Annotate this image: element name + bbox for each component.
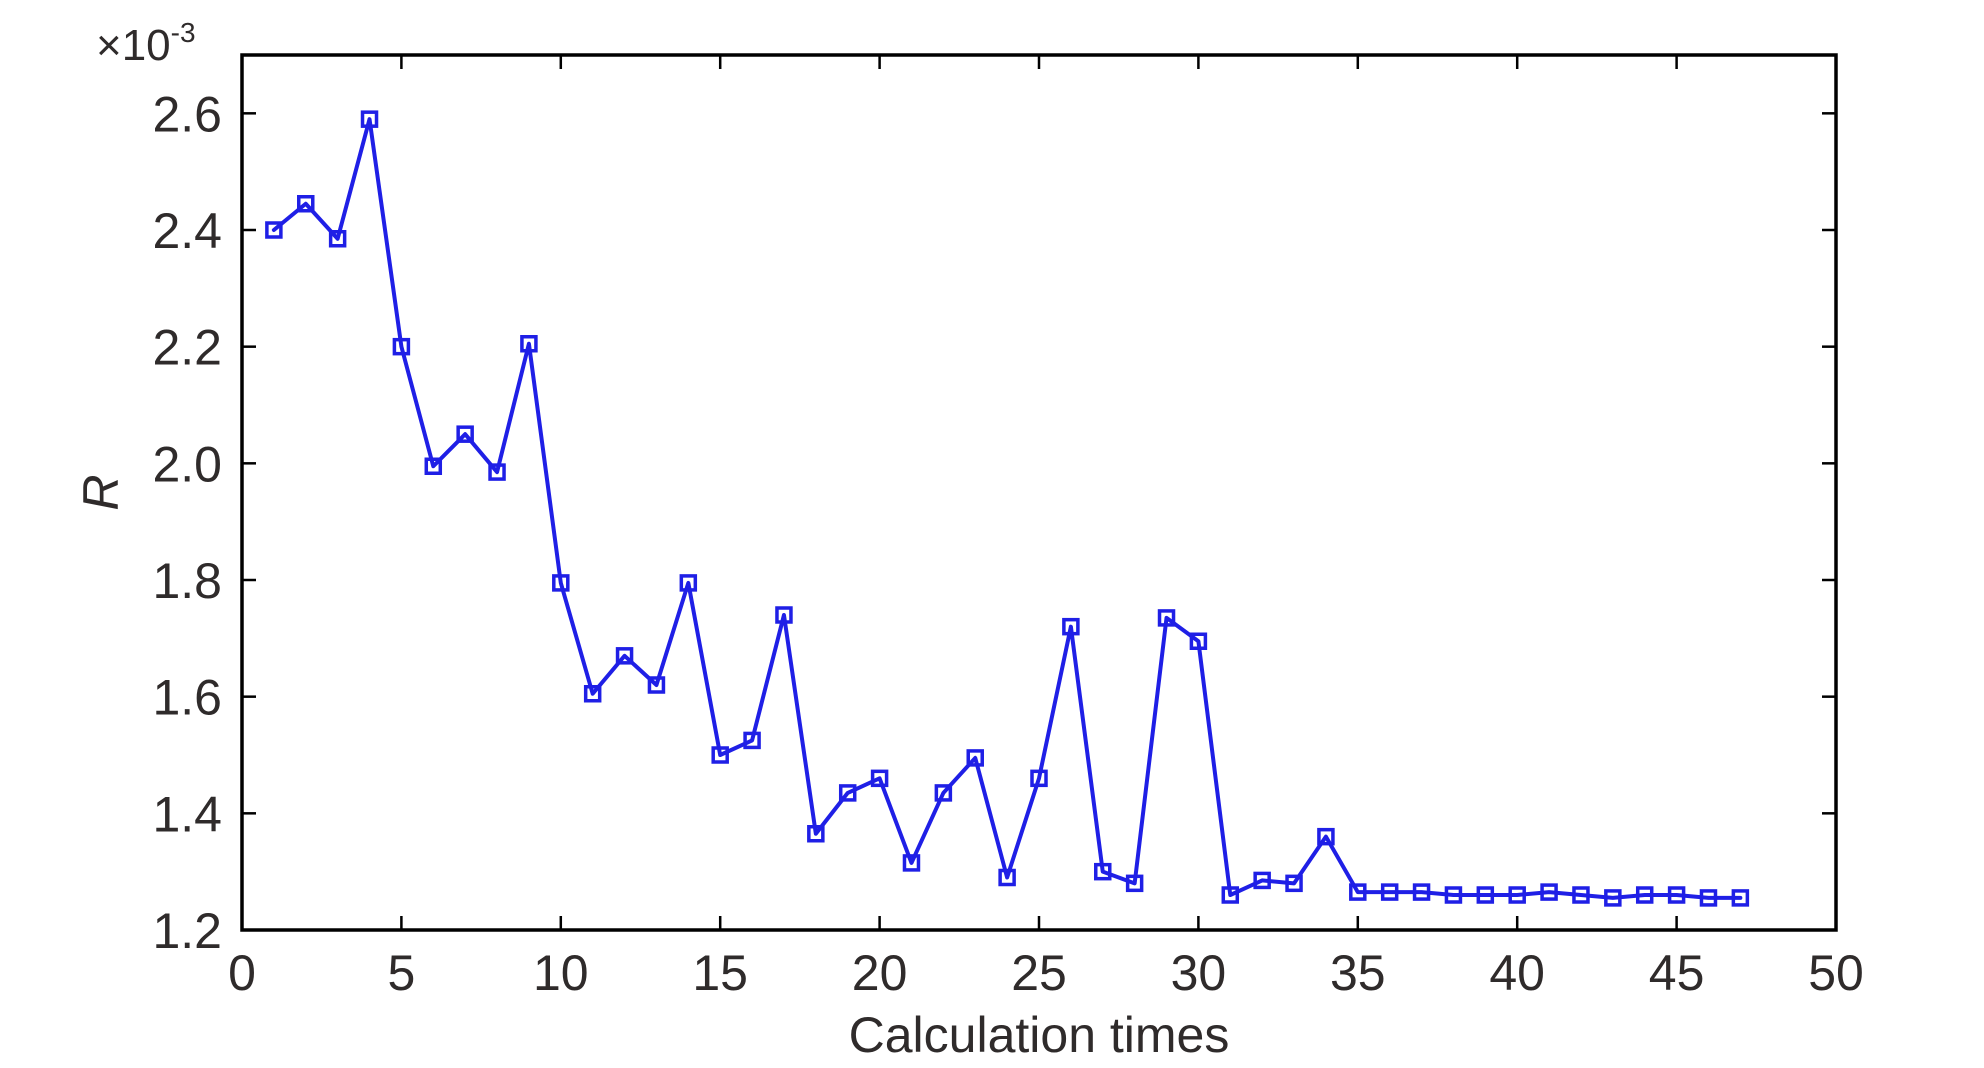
series-point (1380, 883, 1399, 901)
series-point (1444, 886, 1463, 904)
series-point (265, 221, 283, 239)
series-point (1253, 871, 1271, 890)
series-point (1635, 886, 1654, 904)
series-point (775, 606, 793, 624)
y-axis-multiplier: ×10-3 (96, 17, 196, 70)
series-point (1699, 889, 1718, 907)
x-tick-label: 5 (387, 945, 415, 1001)
series-point (392, 337, 411, 356)
series-point (1125, 874, 1144, 893)
axes-layer: 0 5 10 15 20 25 30 35 40 45 50 1.2 1.4 1.6 1.8 2.0 2.2 2.… (152, 53, 1864, 1001)
series-point (1412, 883, 1431, 901)
series-point (1604, 889, 1622, 907)
series-point (1189, 632, 1208, 650)
series-point (807, 825, 825, 843)
series-point (1062, 617, 1080, 636)
series-point (1508, 886, 1526, 904)
series-point (838, 784, 857, 802)
series-point (488, 463, 506, 481)
y-tick-label: 2.4 (152, 203, 222, 259)
plot-frame (240, 53, 1838, 932)
series-point (615, 647, 634, 665)
series-point (934, 784, 953, 802)
y-axis-multiplier-exponent: -3 (171, 17, 196, 48)
series-point (424, 457, 443, 475)
series-point (1476, 886, 1495, 904)
series-point (647, 676, 666, 694)
x-tick-label: 35 (1330, 945, 1386, 1001)
series-point (1094, 862, 1112, 881)
series-point (520, 335, 538, 353)
series-line (271, 117, 1743, 900)
series-point (743, 731, 761, 750)
x-tick-label: 0 (228, 945, 256, 1001)
series-point (1317, 827, 1335, 846)
series-point (711, 746, 729, 764)
series-point (1349, 883, 1367, 901)
series-point (1030, 769, 1048, 788)
x-tick-label: 45 (1649, 945, 1705, 1001)
series-point (583, 685, 602, 703)
series-point (297, 195, 315, 213)
y-tick-label: 1.6 (152, 670, 222, 726)
x-tick-label: 20 (852, 945, 908, 1001)
series-point (1540, 883, 1558, 901)
x-tick-label: 10 (533, 945, 589, 1001)
y-axis-title: R (73, 474, 129, 510)
series-point (902, 854, 921, 872)
series-point (966, 749, 984, 767)
x-tick-label: 25 (1011, 945, 1067, 1001)
x-tick-label: 50 (1808, 945, 1864, 1001)
series-point (1221, 886, 1240, 904)
series-point (1731, 889, 1750, 907)
y-tick-label: 1.2 (152, 903, 222, 959)
x-tick-label: 30 (1171, 945, 1227, 1001)
series-layer (265, 110, 1750, 907)
series-point (1285, 874, 1303, 893)
y-tick-label: 2.2 (152, 320, 222, 376)
series-point (679, 574, 698, 592)
y-tick-label: 1.4 (152, 786, 222, 842)
series-point (1667, 886, 1686, 904)
x-tick-label: 40 (1489, 945, 1545, 1001)
series-point (552, 574, 570, 592)
labels-layer: Calculation times R ×10-3 (73, 17, 1229, 1063)
series-point (360, 110, 379, 128)
x-axis-title: Calculation times (849, 1007, 1230, 1063)
y-tick-label: 2.0 (152, 436, 222, 492)
x-tick-label: 15 (692, 945, 748, 1001)
series-point (328, 230, 347, 248)
series-point (1157, 609, 1176, 627)
y-tick-label: 2.6 (152, 86, 222, 142)
series-point (998, 868, 1016, 887)
series-point (456, 425, 474, 443)
series-point (870, 769, 889, 788)
y-tick-label: 1.8 (152, 553, 222, 609)
series-point (1572, 886, 1590, 904)
y-axis-multiplier-base: ×10 (96, 21, 171, 70)
